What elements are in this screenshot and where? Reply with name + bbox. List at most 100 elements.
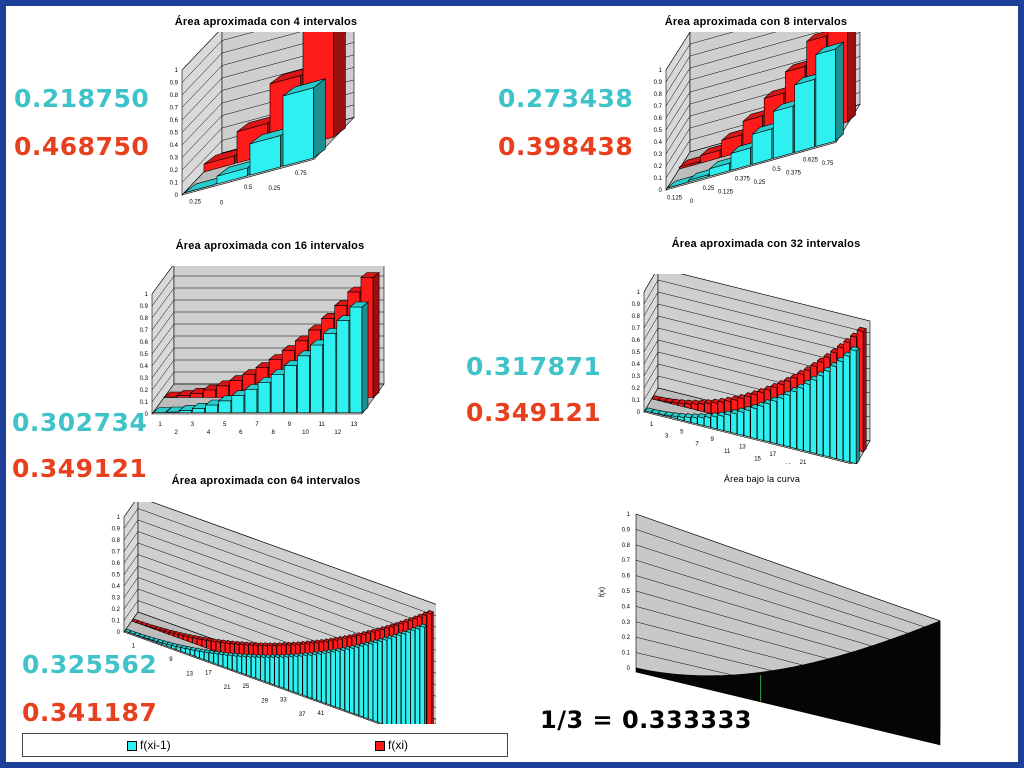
x-tick-label: 3 [191, 422, 195, 428]
x-tick-label: 0.375 [786, 170, 802, 176]
gridline-left [181, 32, 219, 71]
gridline-left [151, 371, 175, 403]
x-tick-label: 13 [351, 422, 358, 428]
y-tick-label: 0.6 [632, 338, 641, 344]
chart-1-lower-sum: 0.218750 [14, 84, 150, 113]
lower-bar-59-front [396, 633, 402, 724]
gridline-left [151, 266, 173, 295]
y-tick-label: 0.5 [654, 128, 663, 134]
lower-bar-32-top [849, 346, 860, 352]
gridline-left [643, 363, 659, 389]
gridline-left [665, 151, 691, 191]
lower-bar-51-front [358, 644, 364, 718]
y-tick-label: 0.7 [654, 104, 663, 110]
chart-3-lower-sum: 0.302734 [12, 408, 148, 437]
lower-bar-44-front [326, 651, 331, 706]
lower-bar-38-front [297, 654, 303, 696]
gridline-back [689, 32, 777, 57]
lower-bar-57-front [386, 637, 392, 724]
x-tick-label: 25 [243, 684, 250, 690]
y-tick-label: 0.7 [632, 326, 641, 332]
lower-bar-12-front [297, 355, 310, 413]
gridline-left [643, 339, 659, 365]
gridline-left [643, 274, 655, 293]
y-tick-label: 0.2 [112, 607, 121, 613]
x-tick-label: 0.125 [718, 189, 734, 195]
lower-bar-46-front [335, 649, 341, 709]
y-tick-label: 0.4 [654, 140, 663, 146]
lower-bar-49-front [349, 646, 355, 715]
lower-bar-20-front [213, 652, 219, 666]
lower-bar-27-front [816, 374, 824, 456]
lower-bar-5-front [751, 128, 773, 165]
lower-bar-11-front [710, 415, 718, 430]
chart-4-lower-sum: 0.317871 [466, 352, 602, 381]
y-tick-label: 0.4 [632, 362, 641, 368]
x-tick-label: 0.25 [269, 186, 281, 192]
lower-bar-34-front [279, 655, 284, 689]
lower-bar-40-front [307, 653, 313, 699]
chart-1-upper-sum: 0.468750 [14, 132, 150, 161]
y-tick-label: 0.5 [112, 573, 121, 579]
y-tick-label: 0 [175, 193, 179, 199]
lower-bar-61-front [405, 630, 411, 724]
lower-bar-35-front [283, 655, 289, 691]
gridline-back [137, 508, 436, 617]
gridline-left [181, 115, 223, 158]
y-tick-label: 0.1 [112, 619, 121, 625]
left-wall [123, 502, 139, 633]
y-tick-label: 1 [627, 512, 631, 518]
gridline-back [137, 531, 436, 640]
y-tick-label: 0.1 [140, 400, 149, 406]
x-tick-label: 0.25 [703, 186, 715, 192]
legend-upper-label: f(xi) [388, 738, 408, 752]
y-tick-label: 0 [659, 188, 663, 194]
gridline-left [643, 327, 659, 353]
y-tick-label: 0.7 [140, 328, 149, 334]
chart-4-title: Área aproximada con 32 intervalos [671, 238, 861, 250]
gridline-left [643, 351, 659, 377]
x-tick-label: 41 [318, 711, 325, 717]
gridline-left [643, 303, 659, 329]
y-tick-label: 1 [659, 68, 663, 74]
y-tick-label: 0.1 [622, 651, 631, 657]
lower-bar-31-front [843, 354, 850, 463]
lower-bar-26-front [241, 655, 247, 676]
lower-bar-29-front [829, 364, 837, 460]
lower-bar-8-front [815, 48, 836, 147]
lower-bar-24-front [796, 386, 804, 451]
lower-bar-13-front [310, 344, 323, 413]
y-tick-label: 0.3 [654, 152, 663, 158]
gridline-left [181, 52, 223, 96]
upper-bar-4-front [203, 389, 216, 398]
x-tick-label: 0 [220, 200, 224, 206]
upper-bar-32-side [862, 327, 867, 453]
gridline-left [665, 91, 691, 131]
x-tick-label: 0.25 [754, 180, 766, 186]
gridline-back [635, 529, 941, 633]
gridline-left [123, 531, 139, 552]
lower-bar-23-front [227, 654, 233, 671]
lower-bar-2-top [128, 630, 137, 635]
x-tick-label: 3 [665, 434, 669, 440]
gridline-back [221, 32, 301, 54]
y-tick-label: 0 [627, 666, 631, 672]
chart-2-title: Área aproximada con 8 intervalos [664, 16, 848, 28]
lower-bar-4-side [313, 78, 326, 159]
gridline-left [123, 508, 139, 529]
lower-bar-16-top [349, 301, 369, 308]
y-tick-label: 0.5 [170, 131, 179, 137]
y-tick-label: 0.8 [622, 543, 631, 549]
x-tick-label: 7 [695, 441, 699, 447]
y-tick-label: 0.4 [140, 364, 149, 370]
y-tick-label: 0.8 [632, 314, 641, 320]
upper-bar-1-top [131, 618, 139, 623]
gridline-back [635, 544, 941, 644]
y-tick-label: 0.5 [140, 352, 149, 358]
upper-bar-16-side [372, 271, 380, 399]
lower-bar-19-front [763, 402, 771, 443]
x-tick-label: 0.375 [735, 177, 751, 183]
gridline-left [151, 347, 175, 379]
x-tick-label: 0.125 [667, 196, 683, 202]
upper-bar-4-side [333, 32, 346, 138]
